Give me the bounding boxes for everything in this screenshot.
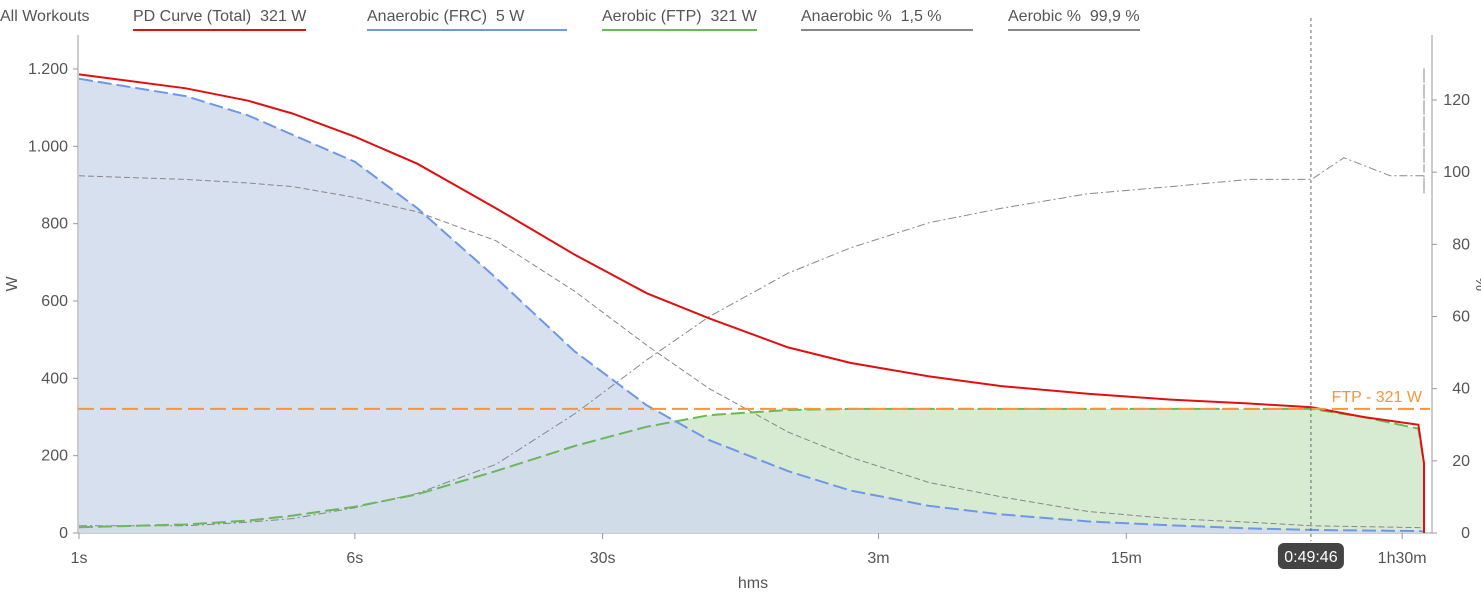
y-tick-label: 400 xyxy=(41,370,68,387)
y2-tick-label: 120 xyxy=(1443,92,1470,109)
legend-pd-curve[interactable]: PD Curve (Total) 321 W xyxy=(133,8,307,31)
y2-tick-label: 40 xyxy=(1452,381,1470,398)
legend-anaerobic[interactable]: Anaerobic (FRC) 5 W xyxy=(367,8,567,31)
y2-tick-label: 20 xyxy=(1452,453,1470,470)
x-tick-label: 15m xyxy=(1111,550,1142,567)
x-tick-label: 30s xyxy=(590,550,616,567)
crosshair-label: 0:49:46 xyxy=(1284,549,1337,566)
x-tick-label: 6s xyxy=(346,550,363,567)
crosshair-label-box[interactable] xyxy=(1277,543,1344,569)
legend-aerobic-percent[interactable]: Aerobic % 99,9 % xyxy=(1008,8,1140,31)
y2-axis-title: % xyxy=(1472,277,1481,291)
anaerobic-percent-line xyxy=(78,175,1425,533)
x-tick-label: 3m xyxy=(867,550,889,567)
y-tick-label: 800 xyxy=(41,216,68,233)
y-tick-label: 600 xyxy=(41,293,68,310)
y-tick-label: 1.000 xyxy=(28,138,68,155)
aerobic-percent-line xyxy=(79,67,1425,527)
overlay-layer: FTP - 321 W 0:49:46 xyxy=(78,18,1430,569)
y-tick-label: 1.200 xyxy=(28,61,68,78)
y2-tick-label: 0 xyxy=(1461,525,1470,542)
y2-tick-label: 100 xyxy=(1443,164,1470,181)
y-axis-title: W xyxy=(4,276,21,292)
y2-tick-label: 80 xyxy=(1452,236,1470,253)
x-axis-title: hms xyxy=(738,575,768,592)
ftp-label: FTP - 321 W xyxy=(1332,389,1423,406)
anaerobic-area xyxy=(79,78,1419,533)
anaerobic-line xyxy=(78,77,1425,533)
pd-curve-line xyxy=(78,73,1425,533)
area-layer xyxy=(79,78,1424,533)
legend-header: All Workouts xyxy=(0,8,90,25)
y-tick-label: 200 xyxy=(41,448,68,465)
series-lines-layer xyxy=(78,67,1425,533)
y-tick-label: 0 xyxy=(59,525,68,542)
x-tick-label: 1s xyxy=(71,550,88,567)
legend: All Workouts PD Curve (Total) 321 W Anae… xyxy=(0,0,1481,34)
legend-anaerobic-percent[interactable]: Anaerobic % 1,5 % xyxy=(801,8,973,31)
x-tick-label: 1h30m xyxy=(1378,550,1427,567)
y2-tick-label: 60 xyxy=(1452,309,1470,326)
legend-aerobic[interactable]: Aerobic (FTP) 321 W xyxy=(602,8,757,31)
